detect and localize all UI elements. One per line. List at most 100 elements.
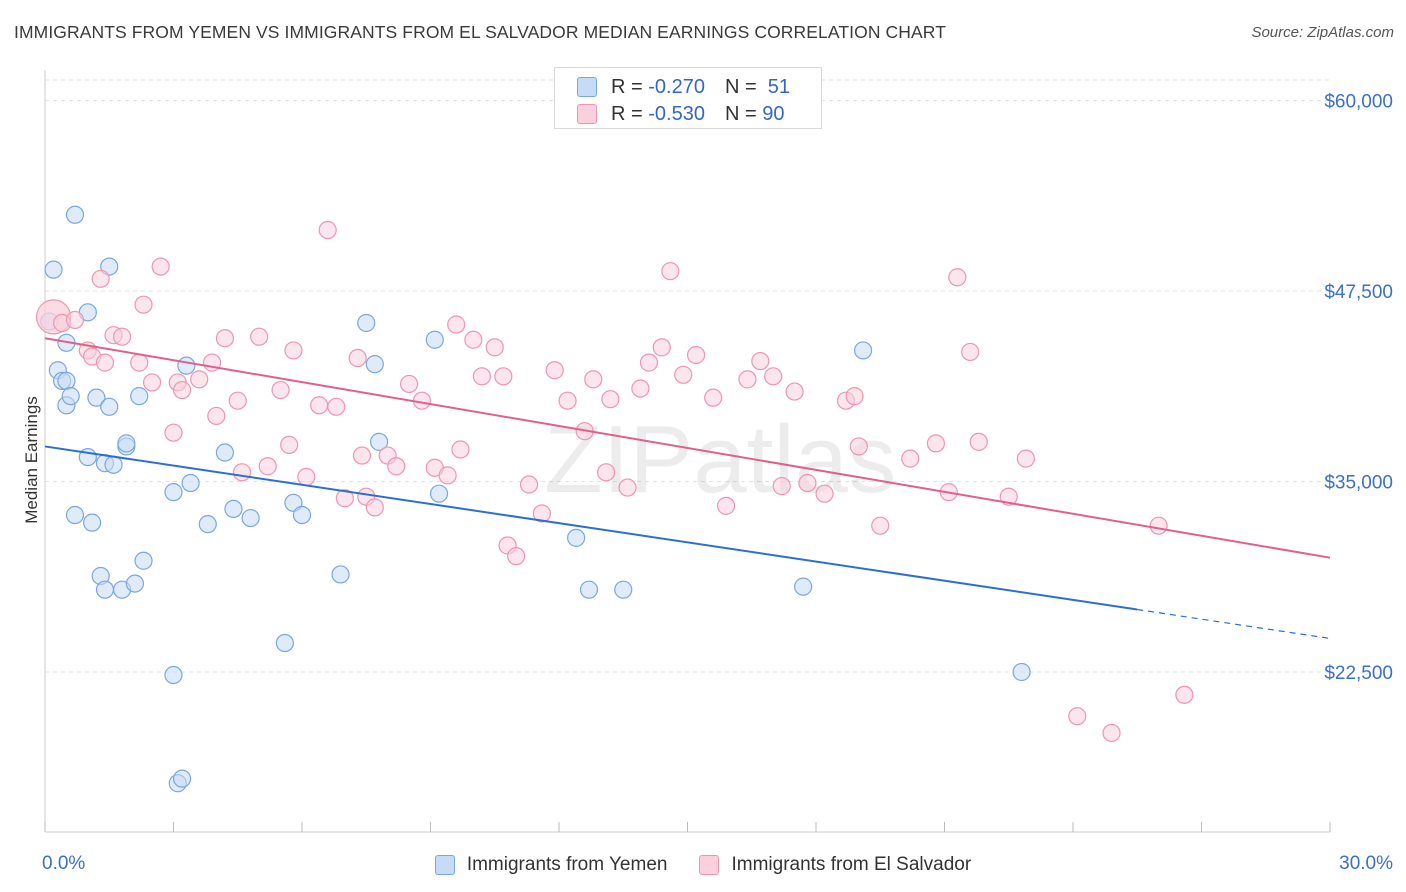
data-point [451,440,470,459]
data-point [618,478,637,497]
data-point [95,580,115,599]
data-point [785,382,804,401]
r-value: -0.530 [648,102,705,125]
data-point [352,446,372,465]
data-point [297,467,316,487]
data-point [558,391,577,410]
data-point [164,483,183,502]
data-point [485,338,504,357]
data-point [87,388,106,407]
data-point [751,351,770,371]
y-tick-label: $22,500 [1324,663,1393,684]
data-point [1102,723,1121,743]
data-point [1068,707,1087,726]
data-point [134,295,153,314]
data-point [365,498,384,517]
data-point [1012,662,1031,682]
data-point [95,353,115,372]
data-point [177,356,196,375]
n-value: 90 [762,102,785,125]
data-point [228,391,247,410]
data-point [318,220,337,240]
data-point [134,551,153,570]
data-point [215,443,234,462]
data-point [117,434,136,453]
legend-label: Immigrants from El Salvador [731,854,972,875]
n-label: N = [724,102,757,125]
data-point [142,373,162,392]
data-point [472,367,491,386]
y-tick-label: $47,500 [1324,282,1393,303]
data-point [370,432,389,451]
data-point [438,466,457,485]
y-tick-label: $60,000 [1324,91,1393,112]
data-point [507,547,526,566]
data-point [271,380,290,400]
data-point [207,406,226,426]
data-point [738,370,757,389]
series-legend: Immigrants from Yemen Immigrants from El… [0,850,1406,880]
data-point [631,379,650,398]
n-label: N = [724,75,757,98]
yemen-swatch [577,77,597,97]
watermark: ZIPatlas [544,406,896,513]
data-point [57,371,76,390]
data-point [1016,449,1035,468]
data-point [815,484,834,503]
data-point [198,515,217,534]
data-point [335,489,354,508]
legend-item-yemen: Immigrants from Yemen [434,854,667,876]
data-point [1149,516,1168,535]
data-point [310,396,329,415]
x-tick-label: 0.0% [42,853,85,874]
data-point [854,341,873,360]
data-point [258,457,277,476]
data-point [104,455,123,474]
x-tick-label: 30.0% [1339,853,1393,874]
data-point [284,341,303,360]
data-point [164,665,183,685]
data-point [65,205,85,224]
trend-line-series-0 [44,445,1138,611]
data-point [280,435,299,455]
data-point [464,330,483,349]
data-point [164,423,183,442]
data-point [845,387,864,406]
data-point [579,580,599,599]
data-point [250,327,269,346]
stats-row-el-salvador: R = -0.530 N = 90 [577,101,784,127]
data-point [172,769,192,788]
data-point [65,310,85,330]
r-label: R = [611,75,643,98]
data-point [447,315,466,334]
data-point [91,269,110,288]
data-point [948,268,967,287]
data-point [100,397,119,416]
data-point [794,577,813,596]
el-salvador-swatch [577,104,597,124]
data-point [331,565,350,584]
data-point [387,457,406,476]
r-value: -0.270 [648,75,705,98]
data-point [567,528,586,547]
source-label: Source: ZipAtlas.com [1251,24,1394,41]
data-point [172,380,192,400]
legend-item-el-salvador: Immigrants from El Salvador [699,854,971,876]
data-point [130,387,149,406]
data-point [545,361,564,380]
data-point [151,257,170,276]
data-point [652,338,671,357]
data-point [969,432,988,451]
trend-line-series-1 [44,337,1331,559]
data-point [65,505,85,525]
trend-line-extension-series-0 [1137,608,1331,640]
data-point [1175,685,1194,704]
data-point [871,516,890,535]
chart-title: IMMIGRANTS FROM YEMEN VS IMMIGRANTS FROM… [14,22,946,42]
data-point [584,370,603,389]
data-point [348,348,367,368]
data-point [926,434,946,453]
data-point [61,387,80,406]
y-axis-label: Median Earnings [22,396,41,524]
data-point [399,374,419,394]
